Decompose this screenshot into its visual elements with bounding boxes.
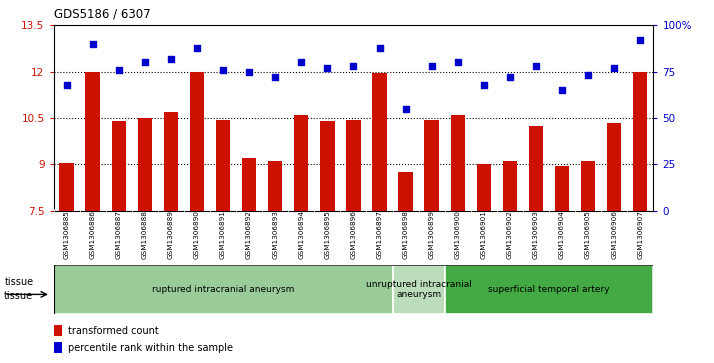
Point (113, 67, 124, 73)
Text: GSM1306894: GSM1306894 (298, 211, 304, 259)
Bar (242, 158, 256, 211)
Bar (54, 325, 62, 336)
Text: GSM1306903: GSM1306903 (533, 211, 539, 259)
Text: GSM1306890: GSM1306890 (194, 211, 200, 259)
Point (556, 87, 568, 93)
Bar (503, 161, 517, 211)
Point (348, 63, 359, 69)
Bar (398, 172, 413, 211)
Text: percentile rank within the sample: percentile rank within the sample (68, 343, 233, 353)
Text: tissue: tissue (4, 291, 33, 301)
Text: GSM1306904: GSM1306904 (559, 211, 565, 259)
Bar (529, 126, 543, 211)
Point (583, 73, 594, 78)
Bar (54, 265, 393, 314)
Text: GSM1306893: GSM1306893 (272, 211, 278, 259)
Text: superficial temporal artery: superficial temporal artery (488, 285, 610, 294)
Text: GSM1306886: GSM1306886 (90, 211, 96, 259)
Point (452, 60, 463, 65)
Bar (477, 164, 491, 211)
Text: GSM1306888: GSM1306888 (142, 211, 148, 259)
Bar (425, 119, 439, 211)
Bar (445, 265, 653, 314)
Point (87, 41, 99, 47)
Text: GSM1306892: GSM1306892 (246, 211, 252, 259)
Text: GSM1306887: GSM1306887 (116, 211, 122, 259)
Point (531, 63, 542, 69)
Bar (372, 73, 387, 211)
Text: ruptured intracranial aneurysm: ruptured intracranial aneurysm (152, 285, 294, 294)
Point (504, 74, 516, 80)
Bar (607, 123, 621, 211)
Bar (320, 121, 335, 211)
Point (165, 56, 176, 62)
Text: GSM1306896: GSM1306896 (351, 211, 356, 259)
Bar (59, 163, 74, 211)
Bar (138, 118, 152, 211)
Bar (190, 72, 204, 211)
Bar (111, 121, 126, 211)
Text: GDS5186 / 6307: GDS5186 / 6307 (54, 8, 150, 21)
Point (374, 45, 386, 50)
Bar (294, 115, 308, 211)
Point (426, 63, 438, 69)
Bar (216, 119, 230, 211)
Bar (54, 342, 62, 353)
Text: GSM1306899: GSM1306899 (428, 211, 435, 259)
Text: GSM1306891: GSM1306891 (220, 211, 226, 259)
Point (478, 82, 490, 87)
Point (296, 60, 307, 65)
Text: GSM1306895: GSM1306895 (324, 211, 331, 259)
Text: GSM1306898: GSM1306898 (403, 211, 408, 259)
Bar (393, 265, 445, 314)
Bar (268, 161, 282, 211)
Bar (555, 166, 569, 211)
Text: GSM1306906: GSM1306906 (611, 211, 617, 259)
Text: GSM1306885: GSM1306885 (64, 211, 69, 259)
Text: transformed count: transformed count (68, 326, 159, 336)
Text: GSM1306907: GSM1306907 (638, 211, 643, 259)
Bar (451, 115, 465, 211)
Text: GSM1306902: GSM1306902 (507, 211, 513, 259)
Point (269, 74, 281, 80)
Point (635, 37, 646, 43)
Point (608, 65, 620, 71)
Bar (86, 72, 100, 211)
Text: GSM1306901: GSM1306901 (481, 211, 487, 259)
Bar (164, 112, 178, 211)
Text: GSM1306889: GSM1306889 (168, 211, 174, 259)
Point (139, 60, 151, 65)
Point (61, 82, 72, 87)
Point (191, 45, 203, 50)
Text: unruptured intracranial
aneurysm: unruptured intracranial aneurysm (366, 280, 471, 299)
Text: tissue: tissue (4, 277, 34, 287)
Text: GSM1306905: GSM1306905 (585, 211, 591, 259)
Bar (346, 119, 361, 211)
Point (243, 69, 255, 75)
Text: GSM1306897: GSM1306897 (376, 211, 383, 259)
Point (217, 67, 228, 73)
Text: GSM1306900: GSM1306900 (455, 211, 461, 259)
Bar (581, 161, 595, 211)
Bar (633, 72, 648, 211)
Point (400, 106, 411, 112)
Point (321, 65, 333, 71)
